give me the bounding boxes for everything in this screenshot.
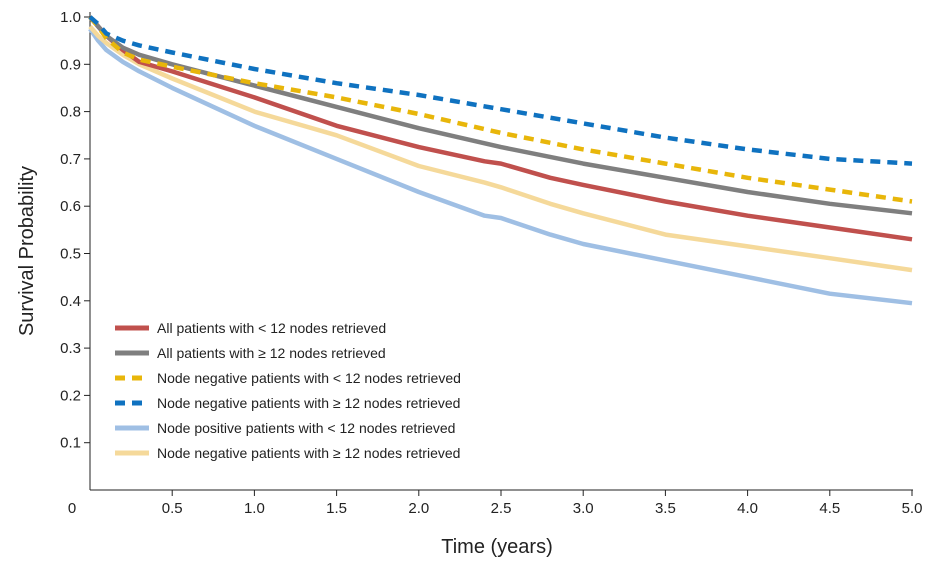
y-tick-label: 0.6 [60,198,81,215]
y-tick-label: 0.7 [60,151,81,168]
series-line-5 [88,27,913,306]
y-axis-title: Survival Probability [16,166,38,336]
y-tick-label: 0.8 [60,104,81,121]
x-tick-label: 5.0 [902,500,923,517]
y-tick-label: 1.0 [60,9,81,26]
legend-label: Node positive patients with < 12 nodes r… [157,420,455,436]
ticks: 0.5 1.0 1.5 2.0 2.5 3.0 3.5 4.0 4.5 5.0 0.1 0.2 0.3 0… [60,9,922,517]
series-line-4 [88,15,913,166]
legend-label: All patients with < 12 nodes retrieved [157,320,386,336]
x-tick-label: 1.5 [326,500,347,517]
x-tick-label: 2.0 [408,500,429,517]
y-tick-label: 0.3 [60,340,81,357]
series-line-2 [88,15,913,216]
legend-label: Node negative patients with < 12 nodes r… [157,370,461,386]
x-tick-label: 0.5 [162,500,183,517]
x-tick-label: 2.5 [491,500,512,517]
legend-label: Node negative patients with ≥ 12 nodes r… [157,395,460,411]
x-tick-label: 4.0 [737,500,758,517]
y-tick-label: 0.4 [60,293,81,310]
x-tick-label: 3.5 [655,500,676,517]
y-tick-label: 0.5 [60,246,81,263]
legend-label: All patients with ≥ 12 nodes retrieved [157,345,386,361]
legend-label: Node negative patients with ≥ 12 nodes r… [157,445,460,461]
x-tick-label: 3.0 [573,500,594,517]
y-tick-label: 0.9 [60,56,81,73]
series-line-3 [88,15,913,204]
legend: All patients with < 12 nodes retrieved Al… [115,320,461,461]
y-tick-label: 0.1 [60,435,81,452]
origin-tick-label: 0 [68,500,76,517]
x-axis-title: Time (years) [441,536,552,558]
series-line-1 [88,15,913,242]
x-tick-label: 1.0 [244,500,265,517]
series-line-6 [88,25,913,273]
y-tick-label: 0.2 [60,387,81,404]
x-tick-label: 4.5 [819,500,840,517]
series-lines [88,15,913,306]
